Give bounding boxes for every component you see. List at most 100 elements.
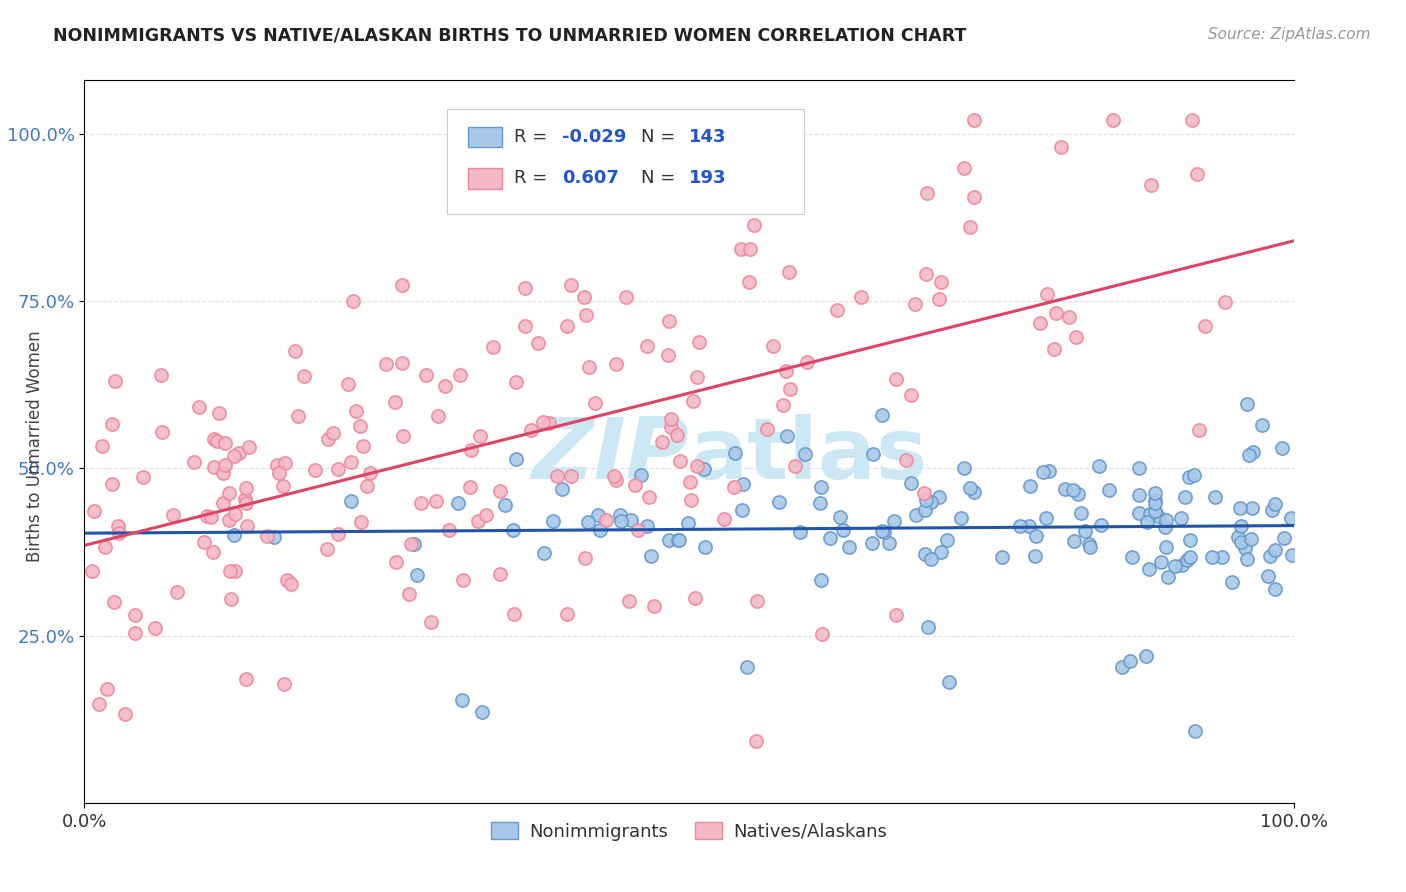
Point (959, 219, 981, 234)
Point (950, 511, 973, 525)
Point (1264, 582, 1286, 596)
Point (1204, 490, 1226, 504)
Point (150, 368, 173, 383)
Point (437, 524, 460, 538)
Point (503, 607, 526, 621)
Point (772, 398, 794, 412)
Point (668, 533, 690, 548)
Bar (468, 128, 502, 147)
Point (1182, 468, 1205, 483)
Point (280, 577, 302, 591)
Point (838, 540, 860, 554)
Point (914, 548, 936, 562)
Point (659, 420, 682, 434)
Point (894, 453, 917, 467)
Point (917, 620, 939, 634)
Point (316, 541, 339, 556)
Text: atlas: atlas (689, 415, 927, 498)
Point (202, 460, 225, 475)
Point (560, 468, 582, 483)
Point (928, 293, 950, 307)
Point (224, 507, 246, 521)
Point (614, 290, 637, 304)
Point (256, 529, 278, 543)
Point (419, 615, 441, 630)
Point (952, 161, 974, 176)
Point (605, 473, 627, 487)
Point (1230, 535, 1253, 549)
Point (810, 573, 832, 587)
Point (776, 429, 799, 443)
Point (572, 290, 595, 304)
Point (1236, 551, 1258, 566)
Point (505, 375, 527, 389)
Point (659, 412, 682, 426)
Point (505, 451, 527, 466)
Point (756, 422, 779, 436)
Point (1150, 556, 1173, 570)
Point (374, 358, 396, 372)
Point (1097, 483, 1119, 498)
Point (872, 524, 894, 538)
Point (828, 509, 851, 524)
Point (1062, 483, 1084, 497)
Point (1281, 549, 1303, 563)
Point (83, 503, 105, 517)
Point (513, 280, 536, 294)
Point (1128, 506, 1150, 520)
Point (1264, 542, 1286, 557)
Point (1019, 479, 1042, 493)
Point (832, 523, 855, 537)
Point (624, 478, 647, 492)
Point (560, 278, 582, 293)
Point (1271, 442, 1294, 456)
Point (356, 479, 378, 493)
Point (1188, 423, 1211, 437)
Point (658, 533, 681, 548)
Point (520, 423, 543, 437)
Point (1194, 319, 1216, 334)
Point (555, 318, 578, 333)
Point (740, 242, 762, 256)
Point (658, 314, 681, 328)
Point (636, 339, 658, 353)
Point (1036, 287, 1059, 301)
Point (862, 447, 884, 461)
Point (679, 115, 702, 129)
Point (471, 706, 494, 720)
Point (730, 242, 752, 256)
Point (595, 513, 617, 527)
Point (1057, 310, 1080, 324)
Point (224, 565, 246, 579)
Point (651, 434, 673, 449)
Point (609, 508, 631, 523)
Point (224, 528, 246, 542)
Point (640, 549, 662, 563)
Point (100, 417, 122, 432)
Point (322, 425, 344, 440)
Point (963, 189, 986, 203)
Point (89, 697, 111, 711)
Point (920, 494, 942, 508)
Point (1184, 723, 1206, 738)
Text: -0.029: -0.029 (562, 128, 626, 146)
Point (467, 514, 489, 528)
Point (287, 409, 309, 423)
Point (238, 440, 260, 454)
Point (344, 403, 367, 417)
Point (811, 626, 834, 640)
Point (963, 113, 986, 128)
Point (235, 496, 257, 510)
Point (342, 293, 364, 308)
Point (1070, 507, 1092, 521)
Point (686, 370, 709, 384)
Point (679, 492, 702, 507)
Point (685, 458, 707, 473)
Point (1220, 574, 1243, 589)
Point (1035, 510, 1057, 524)
Point (589, 524, 612, 538)
Point (762, 339, 785, 353)
Point (166, 584, 188, 599)
Point (617, 594, 640, 608)
Point (1211, 550, 1233, 565)
